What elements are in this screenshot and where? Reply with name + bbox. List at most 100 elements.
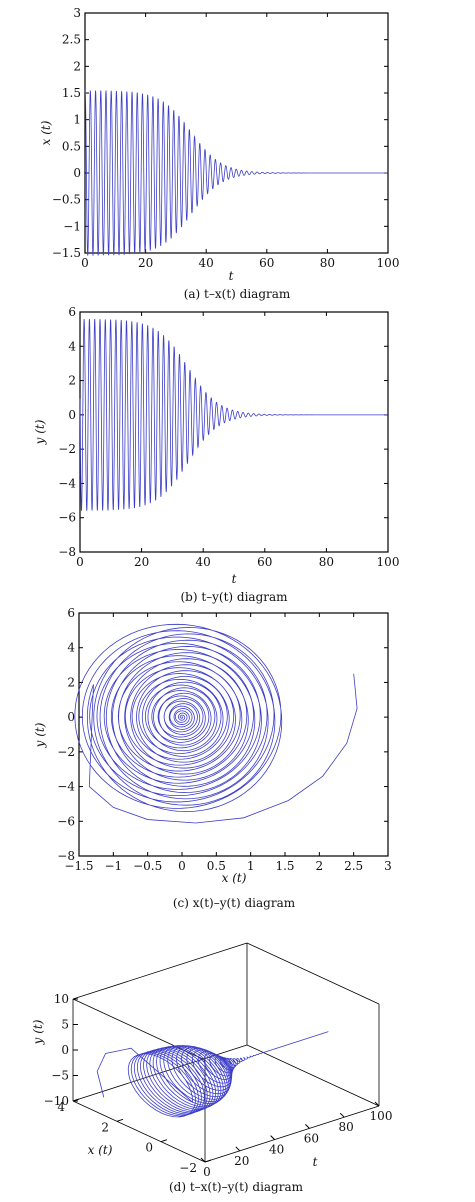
y-tick-label: 0 — [73, 166, 81, 180]
x-tick-label: 100 — [377, 256, 400, 270]
xlabel-b: t — [232, 572, 237, 586]
xval-tick-label: 0 — [145, 1141, 153, 1155]
z-tick-label: 5 — [61, 1018, 69, 1032]
caption-a: (a) t–x(t) diagram — [184, 287, 291, 301]
t-tick-mark — [270, 1135, 275, 1140]
ylabel-b: y (t) — [33, 419, 47, 445]
y-tick-label: 2 — [68, 374, 76, 388]
caption-c: (c) x(t)–y(t) diagram — [173, 896, 296, 910]
y-tick-label: 6 — [68, 305, 76, 319]
x-tick-label: 2.5 — [344, 859, 363, 873]
z-tick-label: −5 — [51, 1069, 69, 1083]
series-phase-portrait — [74, 623, 358, 824]
series-line-y — [79, 318, 388, 512]
y-tick-label: 4 — [67, 641, 75, 655]
y-tick-label: 6 — [67, 606, 75, 620]
xlabel-d: t — [313, 1155, 318, 1169]
axes-box-3d — [72, 942, 380, 1163]
y-tick-label: 0 — [68, 408, 76, 422]
x-tick-label: −1.5 — [64, 859, 93, 873]
t-tick-label: 0 — [203, 1165, 211, 1179]
y-tick-label: 0.5 — [62, 139, 81, 153]
t-tick-mark — [374, 1101, 380, 1107]
plot-frame-a — [84, 12, 389, 254]
y-tick-label: −2 — [58, 442, 76, 456]
y-tick-label: 2.5 — [62, 33, 81, 47]
box-edge — [246, 942, 380, 1005]
y-tick-label: −1.5 — [52, 246, 81, 260]
xval-tick-label: −2 — [179, 1161, 197, 1175]
zlabel-d: y (t) — [31, 1019, 45, 1045]
ylabel-c: y (t) — [33, 722, 47, 748]
t-tick-mark — [200, 1157, 206, 1163]
z-tick-label: −10 — [44, 1094, 69, 1108]
box-edge — [204, 1105, 380, 1163]
z-tick-label: 0 — [61, 1043, 69, 1057]
xlabel-c: x (t) — [222, 871, 247, 885]
box-edge — [246, 1044, 380, 1107]
x-tick-label: 100 — [377, 555, 400, 569]
chart-t-y: 0 20 40 60 80 100 −8 −6 −4 −2 0 2 4 6 t y (t) (b) t–y… — [33, 305, 399, 604]
xval-tick-mark — [204, 1159, 212, 1163]
caption-d: (d) t–x(t)–y(t) diagram — [169, 1180, 304, 1194]
y-tick-label: −8 — [57, 849, 75, 863]
x-tick-label: 0 — [178, 859, 186, 873]
y-tick-label: 2 — [67, 675, 75, 689]
t-tick-mark — [305, 1124, 310, 1129]
x-tick-label: 60 — [259, 256, 274, 270]
y-tick-label: −1 — [63, 219, 81, 233]
y-tick-label: 2 — [73, 59, 81, 73]
xval-tick-mark — [160, 1139, 168, 1143]
t-tick-label: 100 — [370, 1109, 393, 1123]
box-edge — [72, 1100, 206, 1163]
t-tick-label: 80 — [339, 1120, 354, 1134]
y-tick-label: 4 — [68, 339, 76, 353]
t-tick-mark — [235, 1146, 241, 1152]
box-edge — [72, 942, 248, 1000]
x-tick-label: 60 — [257, 555, 272, 569]
y-tick-label: 1.5 — [62, 86, 81, 100]
series-line-x — [84, 90, 388, 256]
y-tick-label: −4 — [58, 476, 76, 490]
y-tick-label: −8 — [58, 545, 76, 559]
x-tick-label: 1.5 — [275, 859, 294, 873]
y-tick-label: −2 — [57, 745, 75, 759]
x-tick-label: 0 — [81, 256, 89, 270]
ylabel-d: x (t) — [88, 1143, 113, 1157]
x-tick-label: 3 — [384, 859, 392, 873]
series-3d-helix — [96, 1031, 329, 1118]
caption-b: (b) t–y(t) diagram — [180, 590, 288, 604]
t-tick-label: 60 — [304, 1131, 319, 1145]
x-tick-label: 40 — [199, 256, 214, 270]
x-tick-label: 80 — [319, 555, 334, 569]
xval-tick-label: 2 — [101, 1120, 109, 1134]
y-tick-label: −4 — [57, 780, 75, 794]
plot-frame-c — [78, 612, 389, 857]
y-tick-label: −0.5 — [52, 193, 81, 207]
x-tick-label: 0 — [76, 555, 84, 569]
x-tick-label: 2 — [316, 859, 324, 873]
x-tick-label: 80 — [320, 256, 335, 270]
y-tick-label: −6 — [57, 814, 75, 828]
t-tick-label: 20 — [234, 1154, 249, 1168]
x-tick-label: −1 — [104, 859, 122, 873]
x-tick-label: −0.5 — [133, 859, 162, 873]
ylabel-a: x (t) — [39, 120, 53, 145]
x-tick-label: 0.5 — [207, 859, 226, 873]
x-tick-label: 1 — [247, 859, 255, 873]
xval-tick-mark — [116, 1118, 124, 1122]
xlabel-a: t — [229, 269, 234, 283]
x-tick-label: 20 — [134, 555, 149, 569]
y-tick-label: 3 — [73, 6, 81, 20]
chart-t-x: 0 20 40 60 80 100 −1.5 −1 −0.5 0 0.5 1 1.5 2 2.5 3 t x … — [39, 6, 399, 301]
chart-phase: −1.5 −1 −0.5 0 0.5 1 1.5 2 2.5 3 −8 −6 −4 −2 0 2 4 6 x (t… — [33, 606, 392, 910]
y-tick-label: 0 — [67, 710, 75, 724]
z-tick-label: 10 — [54, 992, 69, 1006]
x-tick-label: 20 — [138, 256, 153, 270]
xval-tick-mark — [72, 1098, 80, 1102]
x-tick-label: 40 — [196, 555, 211, 569]
y-tick-label: 1 — [73, 113, 81, 127]
t-tick-mark — [339, 1112, 345, 1118]
